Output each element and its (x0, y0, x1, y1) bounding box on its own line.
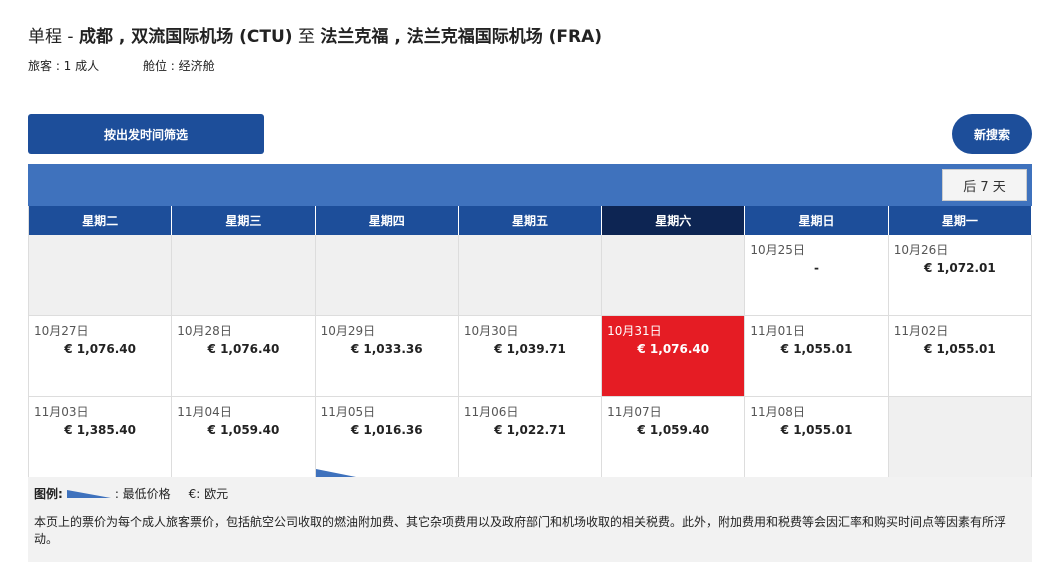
day-price: € 1,076.40 (64, 342, 137, 356)
calendar-day-cell[interactable]: 11月04日 € 1,059.40 (172, 397, 316, 478)
day-price: € 1,022.71 (494, 423, 566, 437)
calendar-empty-cell (315, 235, 459, 316)
weekday-header-cell: 星期日 (745, 206, 889, 235)
day-price: € 1,076.40 (207, 342, 280, 356)
legend: 图例: : 最低价格 €: 欧元 本页上的票价为每个成人旅客票价，包括航空公司收… (28, 477, 1032, 562)
day-date: 10月25日 (750, 243, 805, 257)
calendar-day-cell[interactable]: 10月29日 € 1,033.36 (315, 316, 459, 397)
calendar-day-cell[interactable]: 10月31日 € 1,076.40 (602, 316, 746, 397)
weekday-header: 星期二 星期三 星期四 星期五 星期六 星期日 星期一 (29, 206, 1032, 235)
day-price: € 1,072.01 (923, 261, 996, 275)
day-price: € 1,076.40 (637, 342, 710, 356)
to-label: 至 (292, 27, 321, 47)
day-price: € 1,039.71 (494, 342, 566, 356)
legend-lowest-price: : 最低价格 (114, 487, 171, 501)
fare-calendar: 星期二 星期三 星期四 星期五 星期六 星期日 星期一 10月25日 - 10月26日 € 1,0… (28, 206, 1032, 478)
day-date: 10月28日 (177, 324, 232, 338)
calendar-day-cell[interactable]: 10月30日 € 1,039.71 (458, 316, 603, 397)
day-date: 10月26日 (893, 243, 949, 257)
day-price: € 1,055.01 (780, 342, 853, 356)
day-date: 10月31日 (607, 324, 662, 338)
day-price: € 1,055.01 (780, 423, 853, 437)
day-date: 10月27日 (34, 324, 89, 338)
page-title: 单程 - 成都 , 双流国际机场 (CTU) 至 法兰克福 , 法兰克福国际机场… (28, 22, 602, 47)
day-price: € 1,033.36 (350, 342, 423, 356)
calendar-day-cell[interactable]: 10月25日 - (745, 235, 889, 316)
calendar-day-cell[interactable]: 10月28日 € 1,076.40 (172, 316, 316, 397)
calendar-empty-cell (458, 235, 603, 316)
trip-meta: 旅客 : 1 成人 舱位 : 经济舱 (28, 57, 215, 74)
calendar-toolbar: 后 7 天 (28, 164, 1032, 206)
lowest-price-swatch-icon (66, 489, 111, 498)
cabin-info: 舱位 : 经济舱 (142, 59, 215, 73)
passengers-info: 旅客 : 1 成人 (28, 59, 100, 73)
origin: 成都 , 双流国际机场 (CTU) (78, 27, 293, 47)
day-date: 10月30日 (463, 324, 519, 338)
trip-type: 单程 (28, 27, 62, 47)
lowest-price-marker-icon (315, 469, 356, 477)
weekday-header-cell: 星期一 (888, 206, 1032, 235)
filter-by-time-button[interactable]: 按出发时间筛选 (28, 114, 264, 154)
day-price: € 1,059.40 (207, 423, 280, 437)
day-price: € 1,055.01 (923, 342, 996, 356)
calendar-day-cell[interactable]: 11月07日 € 1,059.40 (602, 397, 746, 478)
legend-label: 图例: (34, 487, 63, 501)
calendar-day-cell[interactable]: 11月01日 € 1,055.01 (745, 316, 889, 397)
calendar-day-cell[interactable]: 11月08日 € 1,055.01 (745, 397, 889, 478)
calendar-week-row: 10月27日 € 1,076.40 10月28日 € 1,076.40 10月29日 € … (29, 316, 1032, 397)
calendar-empty-cell (172, 235, 316, 316)
day-date: 11月08日 (750, 405, 805, 419)
day-price: - (814, 261, 820, 275)
calendar-empty-cell (602, 235, 746, 316)
calendar-week-row: 10月25日 - 10月26日 € 1,072.01 (29, 235, 1032, 316)
day-price: € 1,059.40 (637, 423, 710, 437)
day-date: 11月04日 (177, 405, 232, 419)
weekday-header-cell: 星期五 (458, 206, 603, 235)
calendar-day-cell[interactable]: 11月06日 € 1,022.71 (458, 397, 603, 478)
day-date: 11月01日 (750, 324, 805, 338)
day-price: € 1,016.36 (350, 423, 423, 437)
legend-line: 图例: : 最低价格 €: 欧元 (34, 485, 1026, 502)
day-price: € 1,385.40 (64, 423, 137, 437)
calendar-day-cell[interactable]: 10月27日 € 1,076.40 (29, 316, 173, 397)
day-date: 11月06日 (463, 405, 519, 419)
day-date: 11月03日 (34, 405, 89, 419)
legend-currency: €: 欧元 (188, 487, 229, 501)
day-date: 11月05日 (320, 405, 376, 419)
calendar-day-cell[interactable]: 10月26日 € 1,072.01 (888, 235, 1032, 316)
title-separator: - (62, 27, 79, 47)
new-search-button[interactable]: 新搜索 (952, 114, 1032, 154)
calendar-weeks: 10月25日 -10月26日 € 1,072.01 10月27日 € 1,076.40 1… (29, 235, 1032, 478)
calendar-empty-cell (888, 397, 1032, 478)
day-date: 11月02日 (893, 324, 949, 338)
calendar-day-cell[interactable]: 11月05日 € 1,016.36 (315, 397, 459, 478)
destination: 法兰克福 , 法兰克福国际机场 (FRA) (320, 27, 603, 47)
weekday-header-cell: 星期二 (29, 206, 173, 235)
day-date: 11月07日 (607, 405, 662, 419)
weekday-header-cell: 星期四 (315, 206, 459, 235)
weekday-header-cell: 星期六 (602, 206, 746, 235)
calendar-week-row: 11月03日 € 1,385.40 11月04日 € 1,059.40 11月05日 € … (29, 397, 1032, 478)
next-7-days-button[interactable]: 后 7 天 (942, 169, 1027, 201)
calendar-day-cell[interactable]: 11月02日 € 1,055.01 (888, 316, 1032, 397)
calendar-empty-cell (29, 235, 173, 316)
calendar-day-cell[interactable]: 11月03日 € 1,385.40 (29, 397, 173, 478)
day-date: 10月29日 (320, 324, 376, 338)
weekday-header-cell: 星期三 (172, 206, 316, 235)
fare-note: 本页上的票价为每个成人旅客票价，包括航空公司收取的燃油附加费、其它杂项费用以及政… (34, 515, 1007, 546)
